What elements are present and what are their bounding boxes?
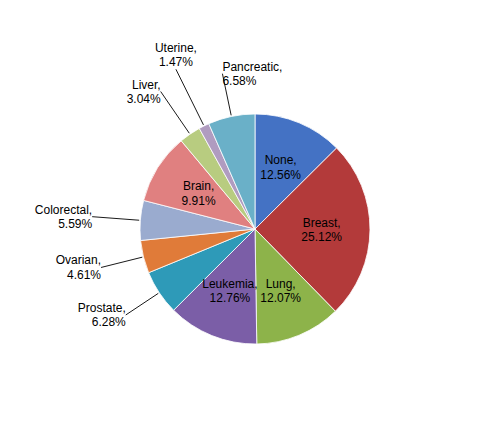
svg-text:Ovarian,4.61%: Ovarian,4.61% <box>56 253 102 281</box>
svg-text:Breast,25.12%: Breast,25.12% <box>301 216 342 244</box>
svg-text:Liver,3.04%: Liver,3.04% <box>127 78 161 106</box>
svg-text:Leukemia,12.76%: Leukemia,12.76% <box>202 277 257 305</box>
svg-text:None,12.56%: None,12.56% <box>260 153 301 181</box>
svg-text:Prostate,6.28%: Prostate,6.28% <box>78 301 126 329</box>
svg-text:Lung,12.07%: Lung,12.07% <box>260 277 301 305</box>
svg-text:Colorectal,5.59%: Colorectal,5.59% <box>35 203 93 231</box>
svg-text:Uterine,1.47%: Uterine,1.47% <box>155 41 197 69</box>
svg-text:Brain,9.91%: Brain,9.91% <box>182 179 216 207</box>
svg-text:Pancreatic,6.58%: Pancreatic,6.58% <box>222 60 282 88</box>
